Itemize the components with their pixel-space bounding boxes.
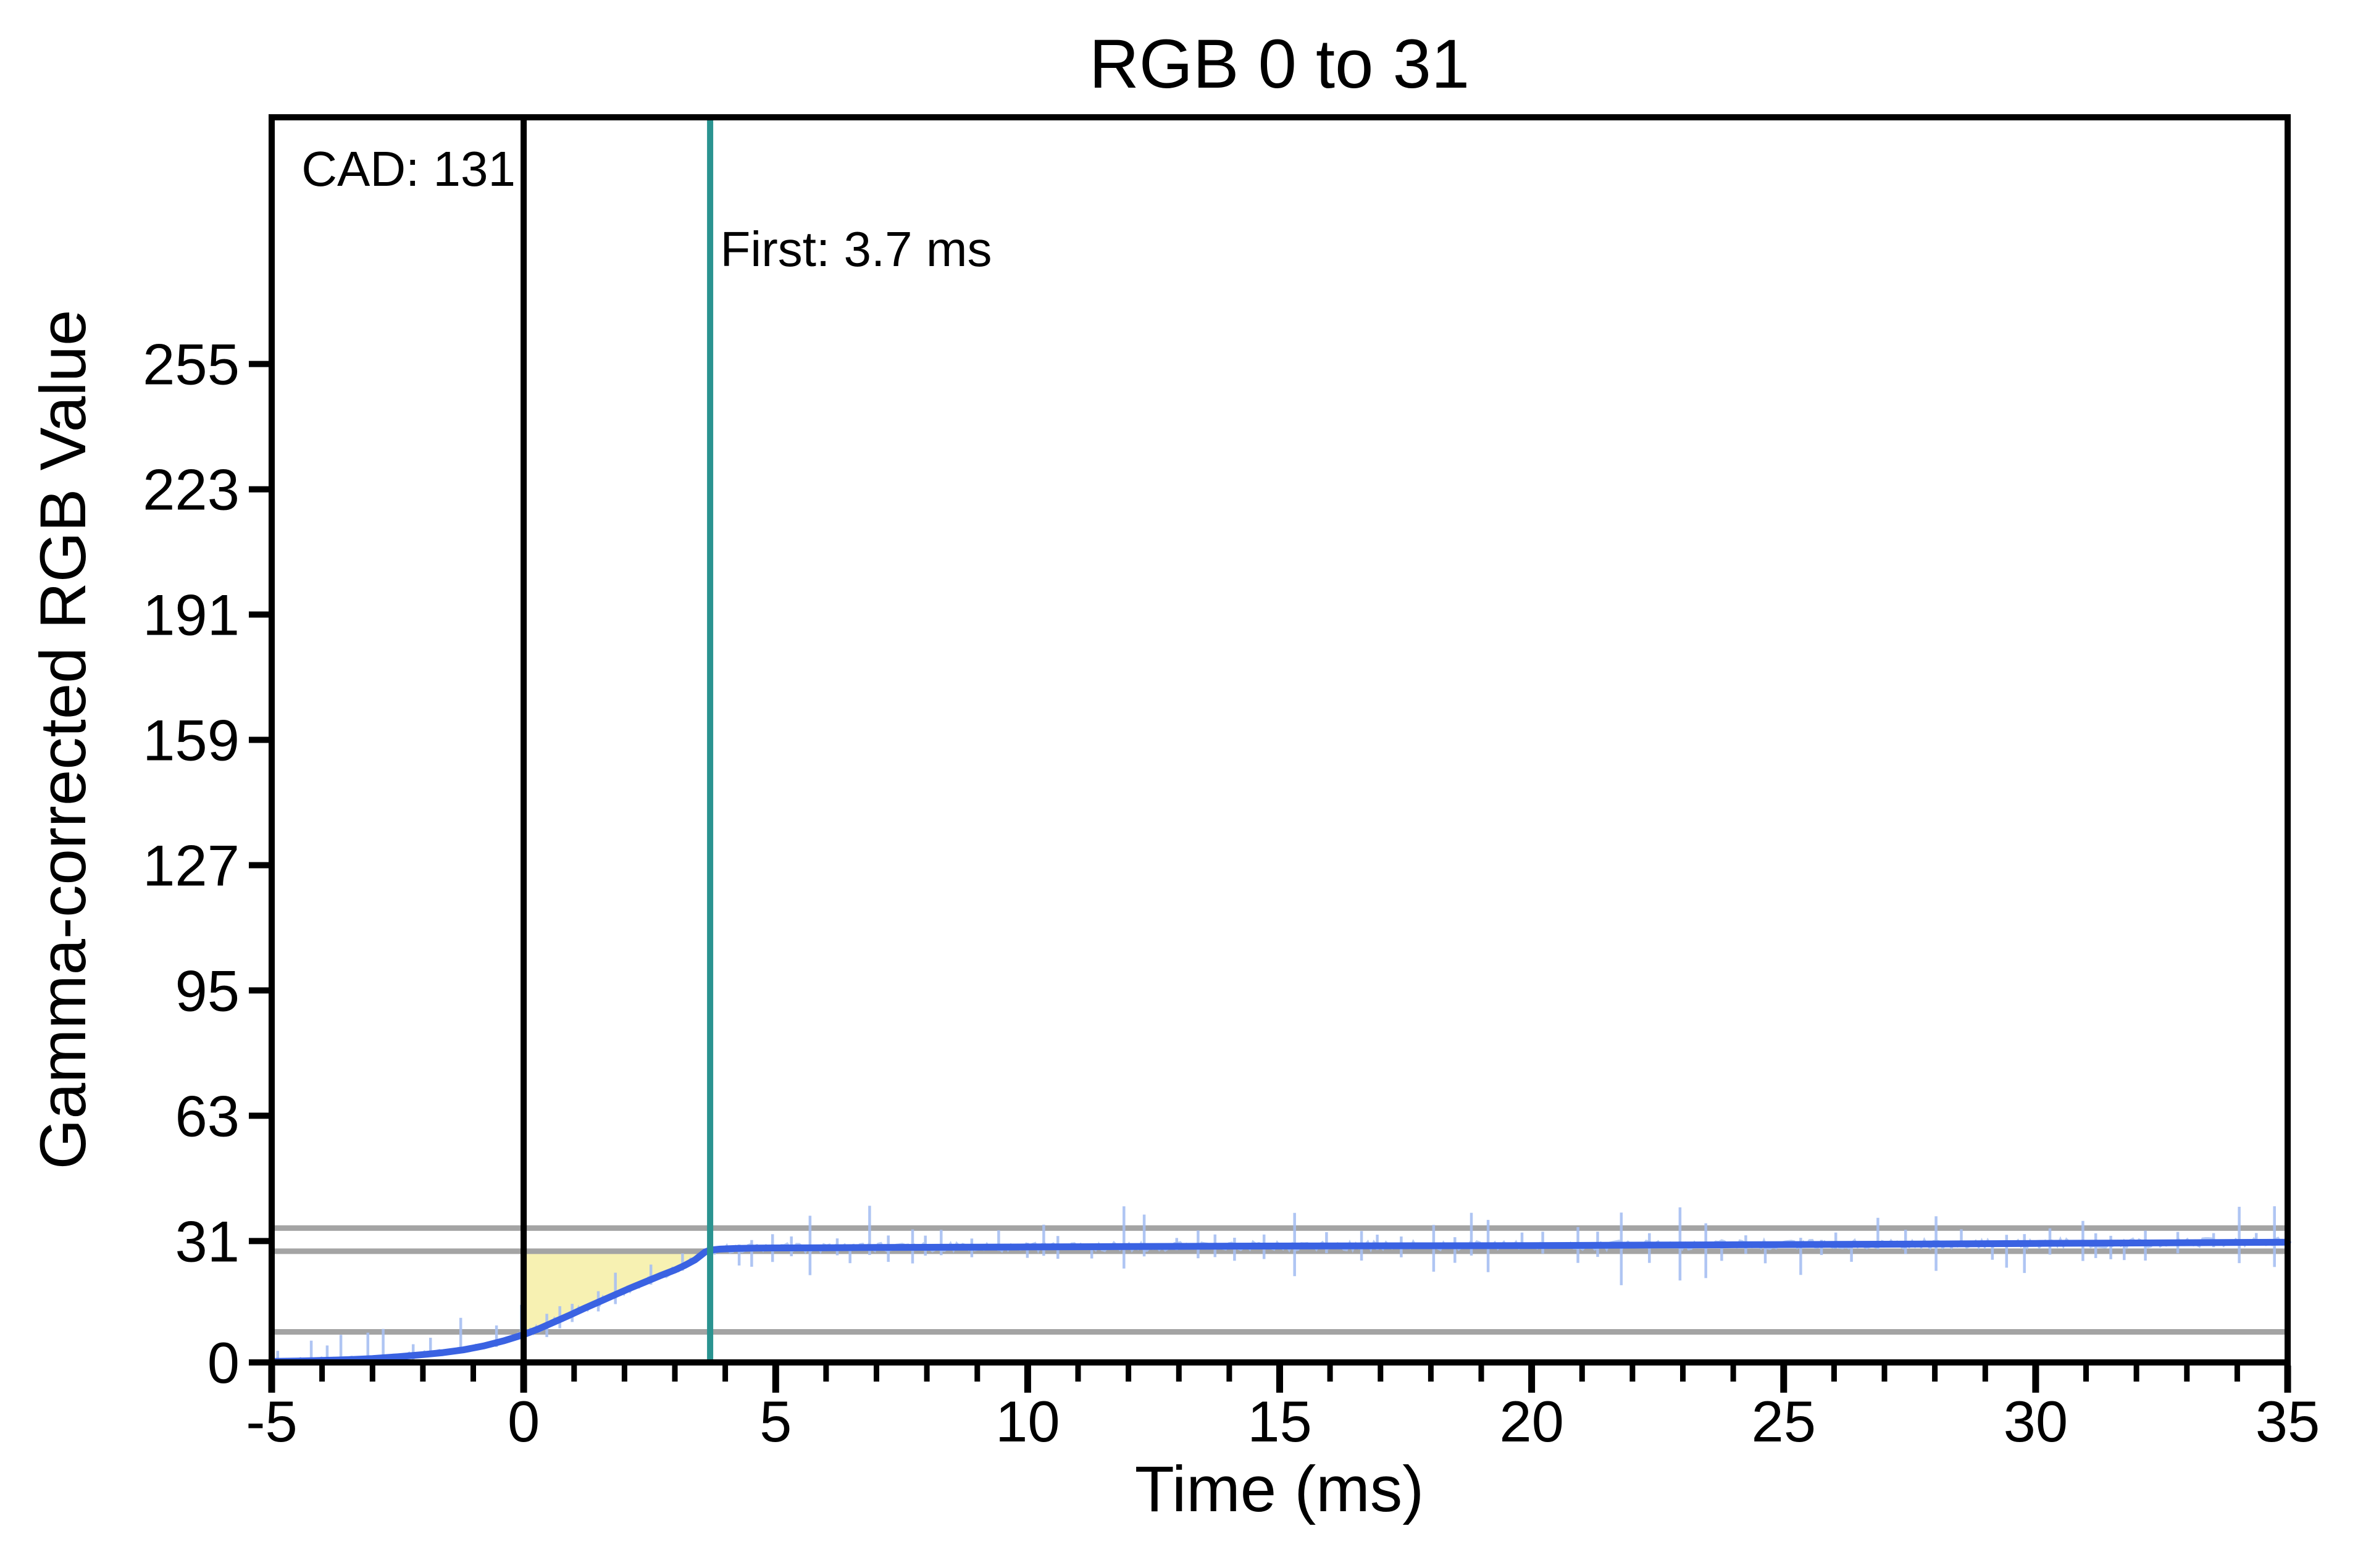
- x-tick-label: -5: [246, 1389, 298, 1454]
- y-tick-label: 95: [175, 958, 240, 1023]
- cad-annotation: CAD: 131: [301, 141, 516, 196]
- x-axis-title: Time (ms): [1135, 1453, 1424, 1525]
- x-tick-label: 0: [508, 1389, 540, 1454]
- y-tick-label: 63: [175, 1083, 240, 1148]
- chart-title: RGB 0 to 31: [1089, 25, 1470, 102]
- response-curve: [268, 1238, 2291, 1365]
- x-tick-label: 35: [2256, 1389, 2320, 1454]
- axes-frame: [269, 114, 2291, 1366]
- y-tick-label: 191: [143, 583, 240, 648]
- y-tick-label: 127: [143, 833, 240, 898]
- y-tick-label: 31: [175, 1209, 240, 1274]
- axis-ticks: [249, 361, 2291, 1393]
- y-tick-label: 159: [143, 708, 240, 773]
- x-tick-label: 30: [2004, 1389, 2068, 1454]
- x-tick-label: 15: [1247, 1389, 1312, 1454]
- x-tick-label: 20: [1499, 1389, 1564, 1454]
- y-tick-label: 0: [207, 1330, 240, 1395]
- x-tick-label: 25: [1752, 1389, 1817, 1454]
- x-tick-label: 5: [759, 1389, 792, 1454]
- y-tick-label: 223: [143, 457, 240, 522]
- y-tick-label: 255: [143, 332, 240, 397]
- y-axis-title: Gamma-corrected RGB Value: [27, 310, 99, 1170]
- first-annotation: First: 3.7 ms: [721, 222, 992, 277]
- x-tick-label: 10: [995, 1389, 1060, 1454]
